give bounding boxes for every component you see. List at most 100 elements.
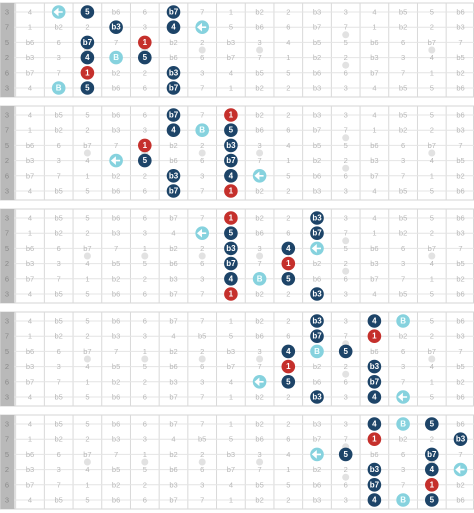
note-marker — [310, 226, 324, 240]
interval-label: 3 — [344, 317, 348, 326]
interval-label: 1 — [229, 317, 233, 326]
note-label: 1 — [286, 362, 291, 371]
fretboard: 3 4 b5 5 b6 6 b7 7 1 b2 2 b3 3 b6 7 1 b2 2 b3 3 4 b5 5 b6 6 b7 7 b2… — [0, 414, 474, 510]
interval-label: 5 — [430, 393, 434, 402]
interval-label: b7 — [169, 214, 177, 223]
interval-label: 3 — [200, 68, 204, 77]
interval-label: 4 — [28, 290, 32, 299]
interval-label: b7 — [83, 244, 91, 253]
interval-label: 6 — [143, 393, 147, 402]
note-marker — [138, 138, 152, 153]
interval-label: 4 — [372, 187, 376, 196]
interval-label: 4 — [229, 377, 233, 386]
interval-label: 7 — [258, 465, 262, 474]
note-marker — [166, 108, 181, 122]
note-label: b7 — [169, 8, 179, 17]
interval-label: b3 — [227, 38, 235, 47]
interval-label: b3 — [456, 332, 464, 341]
note-label: 1 — [286, 259, 291, 268]
interval-label: 3 — [344, 290, 348, 299]
note-marker — [51, 81, 66, 95]
inlay-dot — [198, 149, 206, 157]
note-marker — [396, 417, 410, 431]
interval-label: 7 — [200, 8, 204, 17]
bend-arrow — [53, 7, 63, 17]
interval-label: 4 — [372, 290, 376, 299]
note-marker — [80, 66, 95, 80]
interval-label: b2 — [112, 68, 120, 77]
interval-label: 6 — [401, 347, 405, 356]
note-label: B — [314, 347, 320, 356]
interval-label: 5 — [286, 171, 290, 180]
interval-label: 6 — [401, 244, 405, 253]
interval-label: 7 — [344, 332, 348, 341]
interval-label: 2 — [200, 347, 204, 356]
interval-label: 7 — [200, 290, 204, 299]
note-marker — [425, 462, 439, 477]
interval-label: 3 — [5, 420, 9, 429]
interval-label: 5 — [5, 450, 9, 459]
interval-label: 3 — [258, 38, 262, 47]
interval-label: 4 — [430, 259, 434, 268]
interval-label: b7 — [169, 420, 177, 429]
interval-label: b5 — [55, 420, 63, 429]
interval-label: 3 — [344, 8, 348, 17]
interval-label: b6 — [169, 362, 177, 371]
interval-label: 1 — [28, 23, 32, 32]
interval-label: b3 — [456, 229, 464, 238]
interval-label: b3 — [456, 126, 464, 135]
interval-label: 1 — [229, 420, 233, 429]
interval-label: b3 — [112, 126, 120, 135]
interval-label: 4 — [28, 496, 32, 505]
interval-label: 4 — [28, 317, 32, 326]
inlay-dot — [342, 473, 350, 481]
note-marker — [281, 241, 296, 256]
interval-label: 6 — [286, 229, 290, 238]
inlay-dot — [198, 458, 206, 466]
interval-label: 4 — [85, 362, 89, 371]
note-marker — [224, 184, 238, 198]
note-marker — [166, 184, 181, 198]
interval-label: 3 — [5, 187, 9, 196]
interval-label: b3 — [112, 332, 120, 341]
inlay-dot — [342, 31, 350, 39]
interval-label: 3 — [401, 362, 405, 371]
interval-label: 2 — [143, 377, 147, 386]
interval-label: b2 — [255, 420, 263, 429]
interval-label: b6 — [112, 8, 120, 17]
note-label: b7 — [370, 377, 380, 386]
interval-label: b3 — [26, 156, 34, 165]
interval-label: 3 — [258, 244, 262, 253]
interval-label: 7 — [5, 23, 9, 32]
interval-label: 3 — [344, 420, 348, 429]
inlay-dot — [141, 252, 149, 260]
interval-label: 4 — [372, 84, 376, 93]
interval-label: b2 — [55, 23, 63, 32]
interval-label: 1 — [229, 84, 233, 93]
note-marker — [224, 123, 238, 137]
interval-label: 3 — [5, 317, 9, 326]
interval-label: b6 — [112, 214, 120, 223]
interval-label: b2 — [55, 332, 63, 341]
interval-label: 2 — [286, 290, 290, 299]
interval-label: 2 — [200, 244, 204, 253]
interval-label: 3 — [143, 126, 147, 135]
inlay-dot — [342, 267, 350, 275]
interval-label: 3 — [258, 347, 262, 356]
note-marker — [281, 272, 296, 286]
note-label: b3 — [169, 68, 179, 77]
board-background — [0, 2, 474, 98]
interval-label: 3 — [344, 84, 348, 93]
interval-label: 7 — [200, 187, 204, 196]
interval-label: 7 — [344, 126, 348, 135]
interval-label: b5 — [55, 317, 63, 326]
interval-label: 3 — [57, 362, 61, 371]
interval-label: 7 — [200, 317, 204, 326]
interval-label: 2 — [286, 111, 290, 120]
interval-label: 4 — [171, 229, 175, 238]
interval-label: 3 — [5, 393, 9, 402]
interval-label: b2 — [255, 290, 263, 299]
interval-label: 6 — [57, 38, 61, 47]
interval-label: b6 — [26, 347, 34, 356]
note-marker — [396, 493, 410, 507]
